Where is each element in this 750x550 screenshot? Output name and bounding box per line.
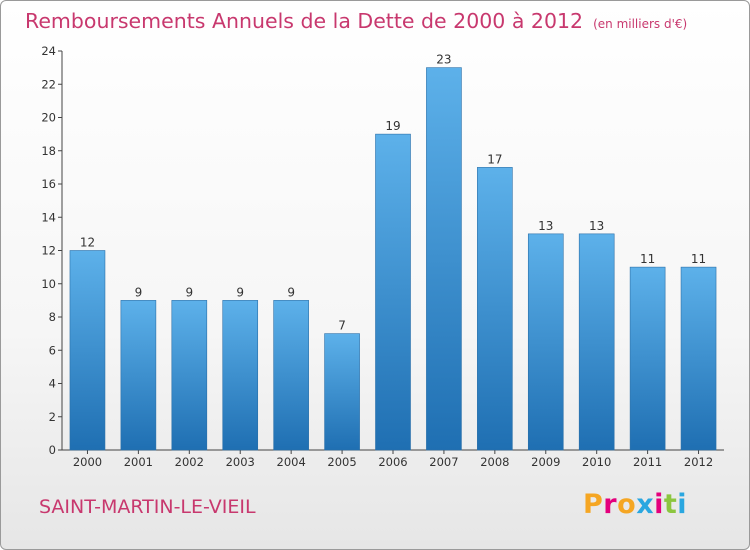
x-tick-label: 2010 (582, 455, 611, 469)
data-label: 7 (338, 319, 346, 333)
x-tick-label: 2001 (124, 455, 153, 469)
chart-unit: (en milliers d'€) (593, 17, 688, 31)
bars (69, 67, 717, 451)
bar (69, 250, 106, 451)
bar (629, 266, 666, 451)
y-tick-label: 8 (49, 310, 56, 324)
bar (426, 67, 462, 451)
chart-title: Remboursements Annuels de la Dette de 20… (25, 9, 584, 33)
logo-letter: r (603, 489, 618, 520)
data-label: 12 (80, 236, 95, 250)
y-tick-label: 24 (41, 44, 56, 58)
data-label: 23 (436, 53, 451, 67)
data-label: 17 (487, 152, 502, 166)
bar (680, 266, 717, 451)
y-tick-label: 0 (49, 443, 56, 457)
logo-letter: t (663, 489, 678, 520)
x-tick-label: 2002 (175, 455, 204, 469)
y-tick-label: 16 (41, 177, 56, 191)
x-tick-label: 2000 (73, 455, 102, 469)
x-tick-label: 2006 (378, 455, 407, 469)
y-tick-label: 2 (49, 410, 56, 424)
y-tick-label: 20 (41, 111, 56, 125)
logo-letter: x (636, 489, 655, 520)
place-name: SAINT-MARTIN-LE-VIEIL (39, 496, 256, 518)
data-label: 13 (538, 219, 553, 233)
data-label: 11 (640, 252, 655, 266)
bar (222, 300, 259, 451)
logo-letter: P (583, 489, 604, 520)
x-tick-label: 2011 (633, 455, 662, 469)
logo-letter: o (617, 489, 637, 520)
proxiti-logo: Proxiti (583, 489, 687, 520)
x-tick-label: 2007 (429, 455, 458, 469)
y-tick-label: 18 (41, 144, 56, 158)
data-label: 9 (135, 285, 143, 299)
bar (578, 233, 615, 451)
bar (527, 233, 564, 451)
y-tick-label: 4 (49, 377, 56, 391)
y-tick-label: 14 (41, 210, 56, 224)
y-tick-label: 6 (49, 343, 56, 357)
y-tick-label: 10 (41, 277, 56, 291)
title-row: Remboursements Annuels de la Dette de 20… (25, 9, 687, 33)
bar (273, 300, 309, 451)
logo-letter: i (677, 489, 688, 520)
y-tick-label: 22 (41, 77, 56, 91)
data-label: 11 (691, 252, 706, 266)
data-label: 9 (287, 285, 295, 299)
x-tick-label: 2005 (327, 455, 356, 469)
bar (375, 133, 411, 451)
x-tick-label: 2003 (226, 455, 255, 469)
data-label: 19 (385, 119, 400, 133)
x-tick-label: 2004 (277, 455, 306, 469)
data-label: 9 (185, 285, 193, 299)
bar (171, 300, 208, 451)
bar (120, 300, 157, 451)
bar (477, 167, 513, 451)
data-label: 9 (236, 285, 244, 299)
x-tick-label: 2012 (684, 455, 713, 469)
x-tick-label: 2008 (480, 455, 509, 469)
data-labels: 12 9 9 9 9 7 19 23 17 13 13 11 11 (80, 53, 706, 333)
data-label: 13 (589, 219, 604, 233)
logo-letter: i (654, 489, 664, 520)
bar (324, 333, 360, 451)
x-tick-label: 2009 (531, 455, 560, 469)
y-tick-label: 12 (41, 244, 56, 258)
